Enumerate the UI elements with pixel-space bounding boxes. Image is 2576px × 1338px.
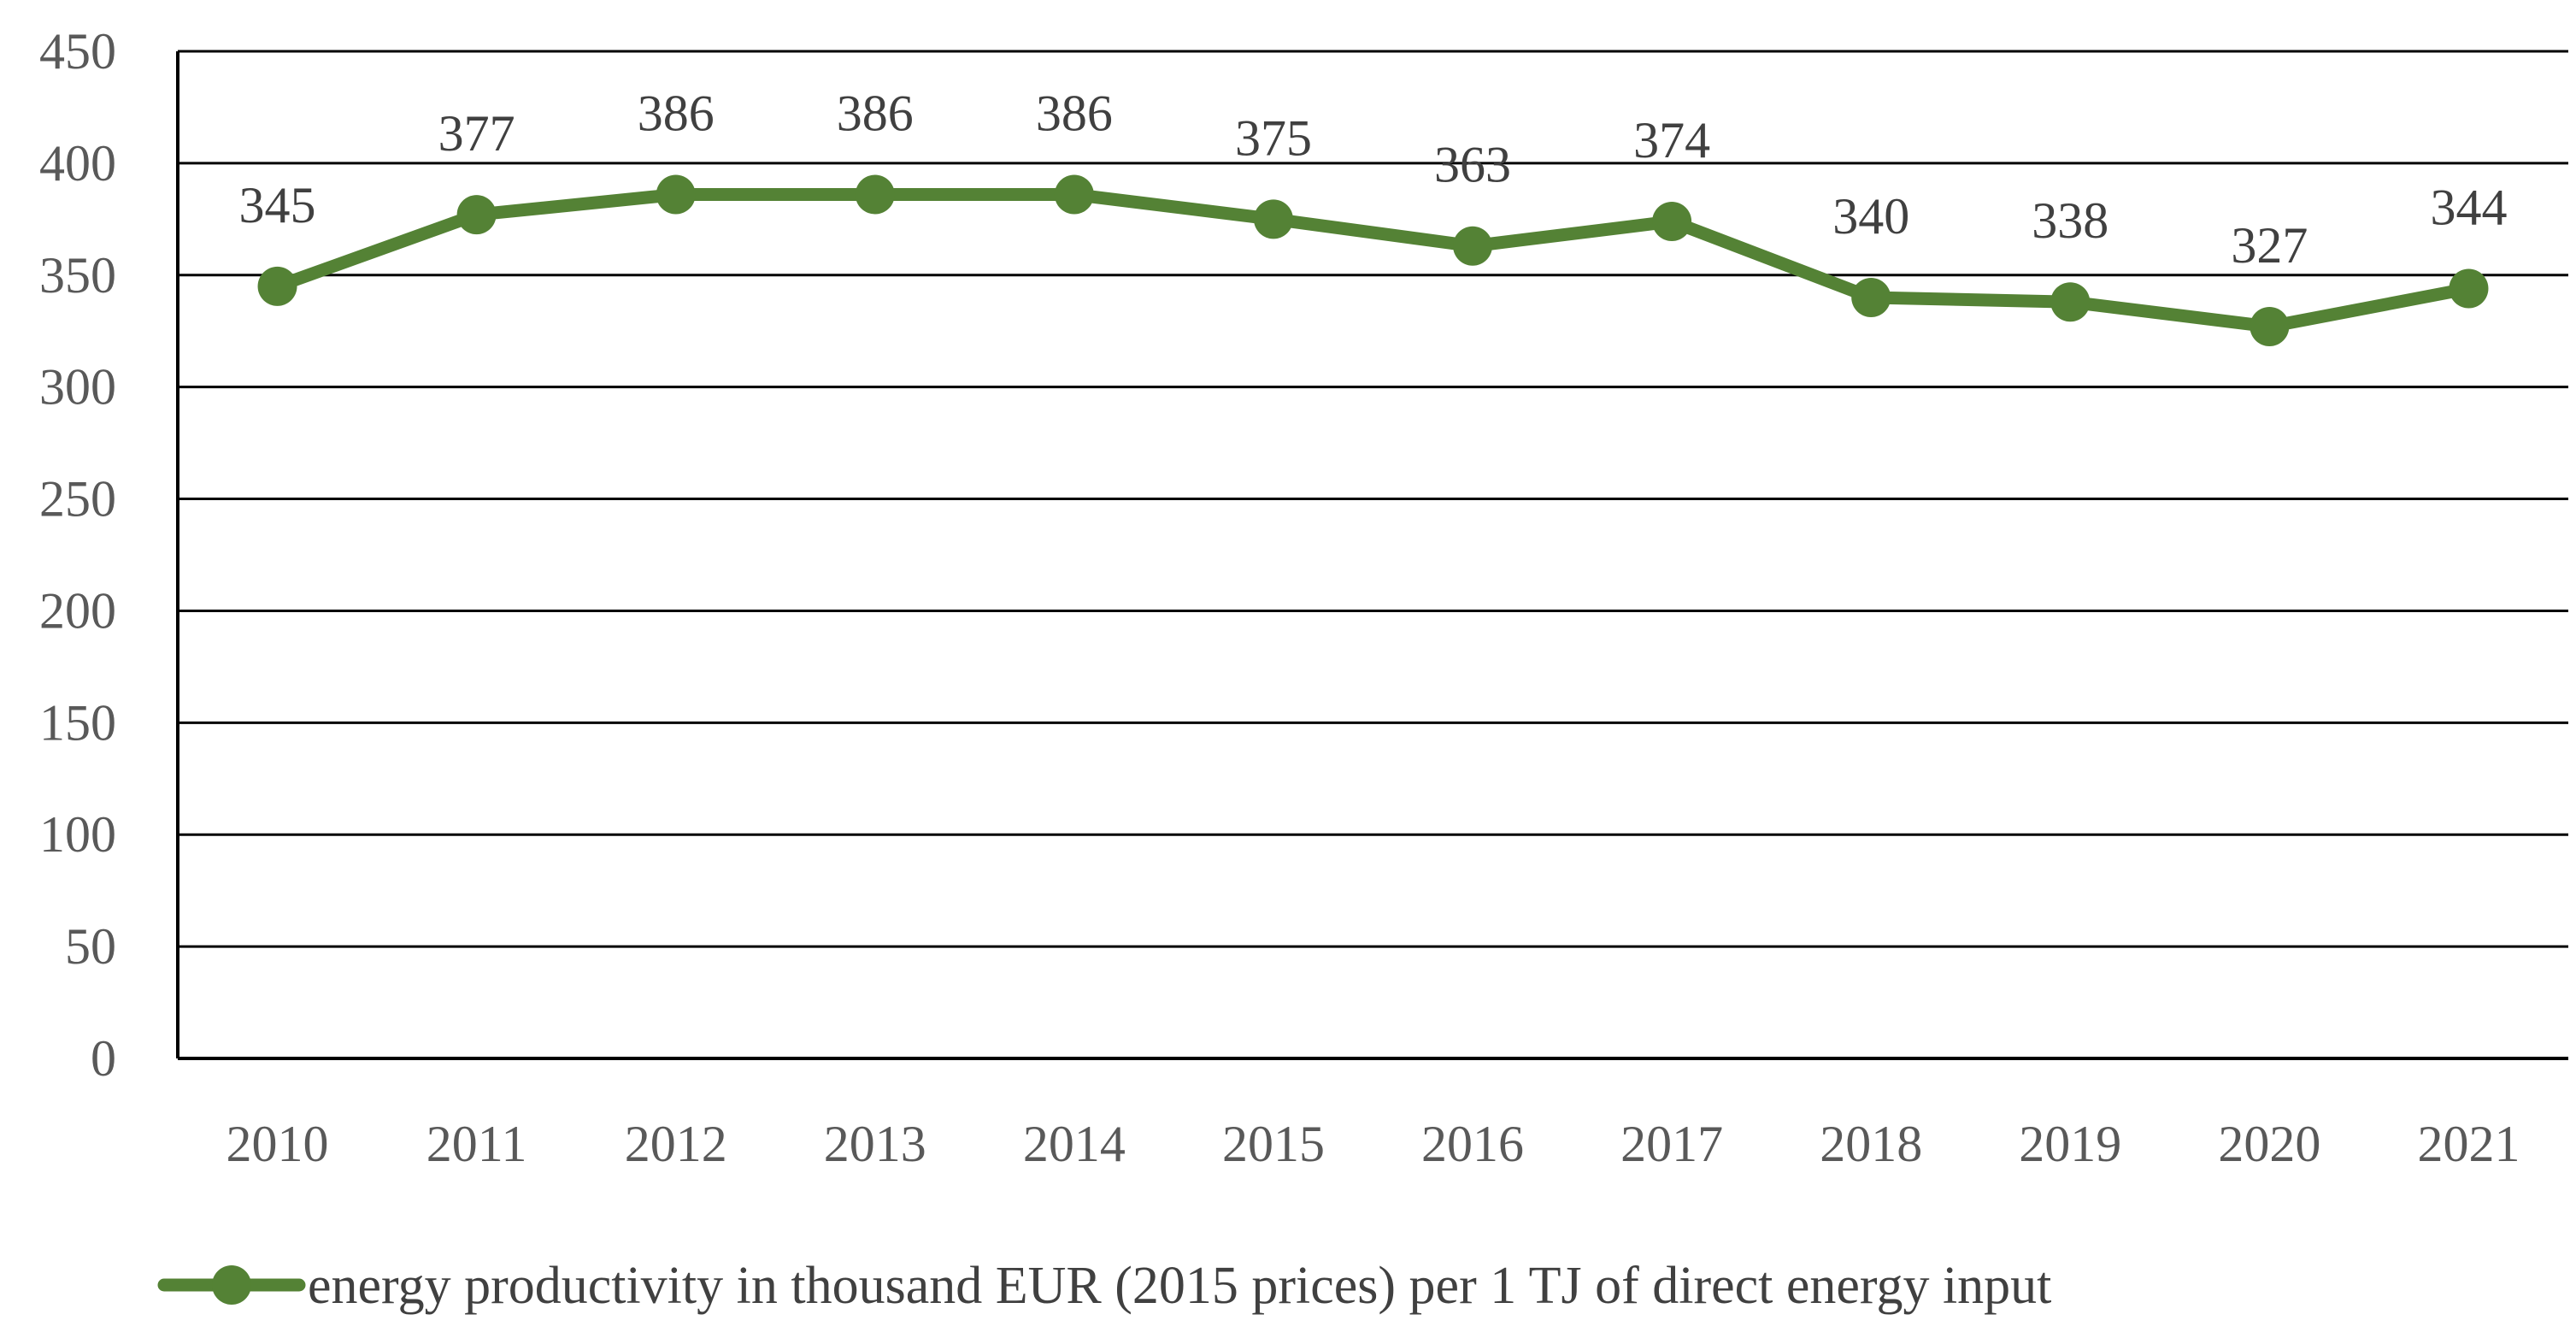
data-point-2011 [456,195,497,235]
data-labels: 345 377 386 386 386 375 363 374 340 338 327 344 [239,85,2508,274]
x-tick-label: 2013 [824,1116,926,1172]
y-tick-label: 300 [39,359,116,416]
data-label-2012: 386 [638,85,715,142]
data-point-2012 [656,174,696,215]
axes [176,51,2568,1060]
x-tick-label: 2014 [1023,1116,1126,1172]
y-tick-label: 150 [39,694,116,751]
x-tick-label: 2012 [625,1116,727,1172]
y-tick-label: 400 [39,135,116,192]
x-tick-label: 2011 [426,1116,527,1172]
data-label-2014: 386 [1036,85,1113,142]
legend: energy productivity in thousand EUR (201… [157,1257,2051,1315]
data-label-2011: 377 [438,105,515,162]
gridlines [178,50,2568,948]
data-point-2017 [1652,201,1692,241]
data-point-2018 [1851,277,1891,317]
data-label-2015: 375 [1235,109,1312,166]
y-tick-label: 100 [39,806,116,863]
data-label-2016: 363 [1434,137,1511,193]
y-axis-tick-labels: 0 50 100 150 200 250 300 350 400 450 [39,23,116,1087]
data-point-2015 [1253,199,1293,239]
x-tick-label: 2010 [226,1116,329,1172]
data-label-2017: 374 [1633,112,1710,168]
data-label-2010: 345 [239,177,316,233]
series-group [257,174,2489,346]
data-point-2014 [1054,174,1094,215]
y-tick-label: 250 [39,471,116,528]
x-tick-label: 2016 [1421,1116,1524,1172]
x-tick-label: 2017 [1620,1116,1723,1172]
x-tick-label: 2015 [1222,1116,1325,1172]
data-point-2021 [2449,268,2489,309]
series-line [271,188,2475,333]
y-tick-label: 200 [39,582,116,639]
y-tick-label: 350 [39,247,116,304]
x-tick-label: 2020 [2218,1116,2320,1172]
x-axis-tick-labels: 2010 2011 2012 2013 2014 2015 2016 2017 2018 2019… [226,1116,2520,1172]
legend-swatch-marker [212,1265,251,1305]
y-tick-label: 0 [91,1030,116,1087]
data-point-2013 [855,174,895,215]
data-point-2010 [257,266,297,306]
x-tick-label: 2019 [2019,1116,2121,1172]
data-label-2018: 340 [1832,188,1909,245]
data-label-2019: 338 [2032,192,2108,249]
x-tick-label: 2018 [1820,1116,1922,1172]
y-tick-label: 450 [39,23,116,80]
data-label-2013: 386 [837,85,914,142]
data-point-2020 [2250,306,2290,346]
legend-label: energy productivity in thousand EUR (201… [308,1257,2051,1315]
data-label-2021: 344 [2430,179,2507,235]
data-point-2016 [1453,226,1493,266]
data-point-2019 [2050,282,2091,322]
y-tick-label: 50 [65,918,116,975]
data-label-2020: 327 [2231,217,2308,274]
x-tick-label: 2021 [2417,1116,2520,1172]
